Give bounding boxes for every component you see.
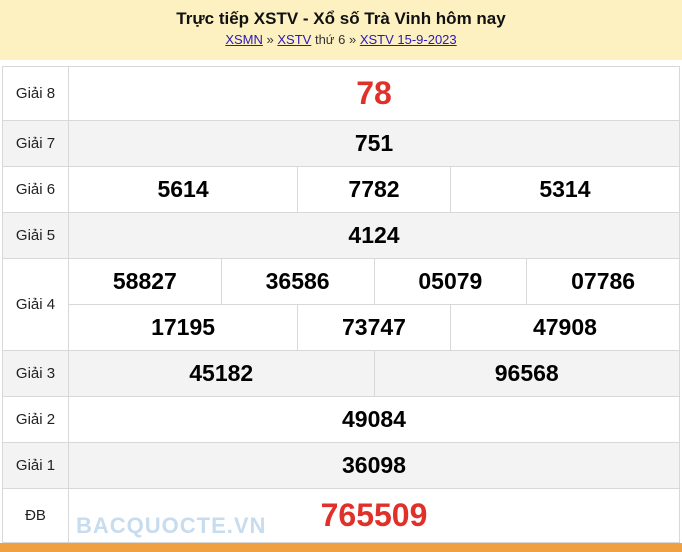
prize-label: Giải 1 — [2, 442, 69, 489]
special-prize-number: 765509 — [68, 488, 680, 543]
page-title: Trực tiếp XSTV - Xổ số Trà Vinh hôm nay — [176, 9, 506, 28]
breadcrumb-xsmn[interactable]: XSMN — [225, 32, 263, 47]
watermark: BACQUOCTE.VN — [76, 513, 267, 538]
breadcrumb-day: thứ 6 — [311, 32, 349, 47]
prize-number: 36098 — [68, 442, 680, 489]
prize-number: 5314 — [449, 166, 681, 213]
page-header: Trực tiếp XSTV - Xổ số Trà Vinh hôm nay … — [0, 0, 682, 60]
prize-number: 36586 — [220, 258, 375, 305]
prize-number: 5614 — [67, 166, 299, 213]
prize-label: Giải 4 — [2, 258, 69, 351]
prize-number: 7782 — [297, 166, 451, 213]
breadcrumb-xstv[interactable]: XSTV — [277, 32, 312, 47]
prize-number: 45182 — [68, 350, 375, 397]
prize-number: 05079 — [373, 258, 528, 305]
prize-number: 58827 — [68, 258, 222, 305]
prize-label: ĐB — [2, 488, 69, 543]
breadcrumb: XSMN » XSTV thứ 6 » XSTV 15-9-2023 — [0, 32, 682, 47]
breadcrumb-separator: » — [262, 32, 278, 47]
prize-number: 78 — [68, 66, 680, 121]
prize-number: 17195 — [67, 304, 299, 351]
prize-label: Giải 2 — [2, 396, 69, 443]
prize-label: Giải 8 — [2, 66, 69, 121]
prize-number: 47908 — [449, 304, 681, 351]
footer-bar — [0, 543, 682, 552]
results-table: Giải 8 78 Giải 7 751 Giải 6 5614 7782 5314 Gi… — [2, 66, 681, 543]
prize-number: 4124 — [68, 212, 680, 259]
prize-number: 751 — [68, 120, 680, 167]
prize-label: Giải 3 — [2, 350, 69, 397]
prize-label: Giải 6 — [2, 166, 69, 213]
prize-number: 49084 — [68, 396, 680, 443]
breadcrumb-separator: » — [348, 32, 360, 47]
prize-label: Giải 5 — [2, 212, 69, 259]
breadcrumb-date[interactable]: XSTV 15-9-2023 — [359, 32, 457, 47]
prize-label: Giải 7 — [2, 120, 69, 167]
prize-number: 73747 — [297, 304, 451, 351]
prize-number: 07786 — [526, 258, 680, 305]
prize-number: 96568 — [373, 350, 680, 397]
